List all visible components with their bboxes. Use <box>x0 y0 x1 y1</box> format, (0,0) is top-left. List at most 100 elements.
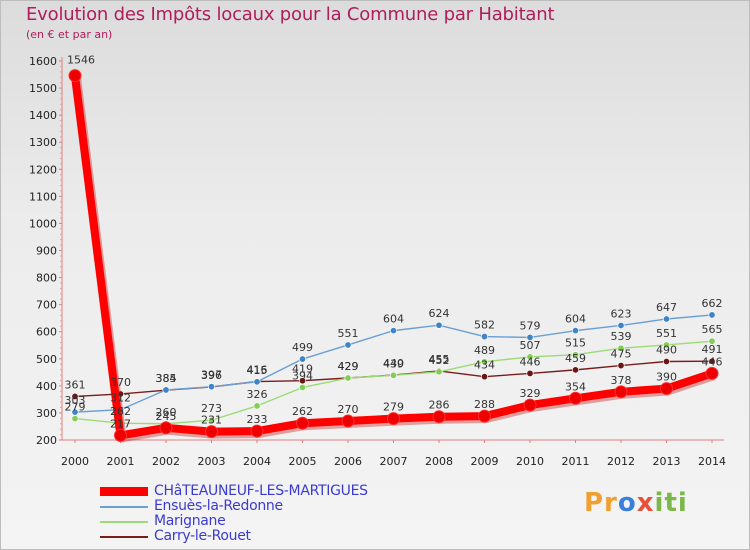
data-label: 390 <box>656 371 677 384</box>
y-tick-label: 1300 <box>29 136 57 149</box>
x-tick-label: 2012 <box>607 455 635 468</box>
x-tick-label: 2009 <box>471 455 499 468</box>
data-label: 1546 <box>67 54 95 67</box>
data-label: 288 <box>474 398 495 411</box>
y-tick-label: 1000 <box>29 217 57 230</box>
data-label: 551 <box>338 327 359 340</box>
data-point <box>114 428 127 442</box>
data-point <box>250 424 264 438</box>
y-tick-label: 900 <box>36 245 57 258</box>
data-label: 312 <box>110 392 131 405</box>
data-point <box>523 398 537 412</box>
y-tick-label: 300 <box>36 407 57 420</box>
data-label: 286 <box>429 399 450 412</box>
data-point <box>298 355 306 363</box>
data-label: 354 <box>565 380 586 393</box>
data-label: 217 <box>110 417 131 430</box>
proxiti-logo: Proxiti <box>584 488 688 518</box>
data-label: 326 <box>247 388 268 401</box>
data-point <box>708 311 716 319</box>
legend-swatch <box>100 487 148 496</box>
x-tick-label: 2011 <box>562 455 590 468</box>
data-point <box>344 374 352 382</box>
data-point <box>68 69 82 83</box>
data-label: 262 <box>292 405 313 418</box>
data-label: 262 <box>110 405 131 418</box>
x-tick-label: 2001 <box>107 455 135 468</box>
x-tick-label: 2002 <box>152 455 180 468</box>
x-tick-label: 2000 <box>61 455 89 468</box>
data-label: 440 <box>383 357 404 370</box>
data-label: 361 <box>65 378 86 391</box>
legend: CHâTEAUNEUF-LES-MARTIGUES Ensuès-la-Redon… <box>100 484 368 544</box>
data-label: 647 <box>656 301 677 314</box>
data-label: 491 <box>702 343 723 356</box>
y-tick-label: 200 <box>36 434 57 447</box>
data-label: 624 <box>429 307 450 320</box>
y-tick-label: 800 <box>36 272 57 285</box>
legend-swatch <box>100 535 148 538</box>
legend-label: CHâTEAUNEUF-LES-MARTIGUES <box>154 483 368 499</box>
data-label: 507 <box>520 339 541 352</box>
y-tick-label: 500 <box>36 353 57 366</box>
data-label: 452 <box>429 354 450 367</box>
legend-swatch <box>100 520 148 523</box>
data-point <box>571 327 579 335</box>
data-point <box>432 410 446 424</box>
data-point <box>162 386 170 394</box>
y-tick-label: 1200 <box>29 163 57 176</box>
data-point <box>617 321 625 329</box>
x-tick-label: 2014 <box>698 455 726 468</box>
data-label: 579 <box>520 319 541 332</box>
data-label: 279 <box>383 401 404 414</box>
legend-label: Ensuès-la-Redonne <box>154 498 283 514</box>
chart-title: Evolution des Impôts locaux pour la Comm… <box>26 4 555 25</box>
x-tick-label: 2005 <box>289 455 317 468</box>
legend-item: CHâTEAUNEUF-LES-MARTIGUES <box>100 484 368 499</box>
x-tick-label: 2013 <box>653 455 681 468</box>
data-point <box>296 416 309 430</box>
data-label: 233 <box>247 413 268 426</box>
legend-label: Marignane <box>154 513 226 529</box>
data-label: 455 <box>429 353 450 366</box>
data-point <box>480 333 488 341</box>
x-tick-label: 2003 <box>198 455 226 468</box>
x-tick-label: 2004 <box>243 455 271 468</box>
data-point <box>571 366 579 374</box>
data-label: 604 <box>383 313 404 326</box>
data-point <box>526 369 534 377</box>
data-point <box>253 378 261 386</box>
data-point <box>662 341 670 349</box>
data-label: 582 <box>474 319 495 332</box>
data-point <box>526 353 534 361</box>
data-label: 396 <box>201 369 222 382</box>
data-point <box>159 421 173 435</box>
data-label: 446 <box>702 355 723 368</box>
data-label: 394 <box>292 369 313 382</box>
data-point <box>71 415 79 423</box>
data-point <box>617 344 625 352</box>
legend-swatch <box>100 505 148 508</box>
data-point <box>71 392 79 400</box>
data-label: 551 <box>656 327 677 340</box>
data-label: 429 <box>338 360 359 373</box>
data-point <box>253 402 261 410</box>
data-label: 604 <box>565 313 586 326</box>
data-point <box>298 383 306 391</box>
data-label: 439 <box>383 357 404 370</box>
data-point <box>480 373 488 381</box>
data-label: 279 <box>65 401 86 414</box>
data-label: 515 <box>565 337 586 350</box>
data-label: 623 <box>611 307 632 320</box>
data-label: 245 <box>156 410 177 423</box>
data-label: 415 <box>247 364 268 377</box>
y-tick-label: 1600 <box>29 55 57 68</box>
legend-item: Marignane <box>100 514 368 529</box>
data-point <box>435 368 443 376</box>
data-point <box>571 351 579 359</box>
data-label: 303 <box>65 394 86 407</box>
data-point <box>341 414 355 428</box>
data-label: 273 <box>201 402 222 415</box>
data-point <box>478 409 491 423</box>
